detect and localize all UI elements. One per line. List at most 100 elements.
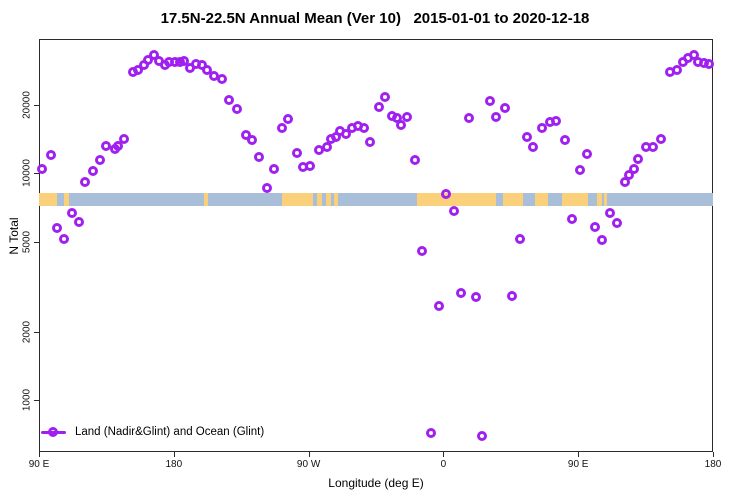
data-point <box>589 221 600 232</box>
data-point <box>132 64 143 75</box>
y-axis-label: N Total <box>7 217 21 255</box>
data-point <box>373 101 384 112</box>
data-point <box>119 133 130 144</box>
data-point <box>471 291 482 302</box>
data-point <box>507 290 518 301</box>
data-point <box>359 123 370 134</box>
data-point <box>672 64 683 75</box>
data-point <box>231 104 242 115</box>
y-tick-mark <box>34 331 39 333</box>
y-tick-label: 2000 <box>21 320 33 343</box>
band-land-segment <box>596 193 603 206</box>
data-point <box>179 55 190 66</box>
chart-title: 17.5N-22.5N Annual Mean (Ver 10) 2015-01… <box>160 10 590 27</box>
data-point <box>379 91 390 102</box>
band-land-segment <box>39 193 57 206</box>
data-point <box>269 163 280 174</box>
data-point <box>648 142 659 153</box>
data-point <box>254 152 265 163</box>
y-tick-mark <box>34 400 39 402</box>
data-point <box>87 166 98 177</box>
data-point <box>305 160 316 171</box>
legend-circle-icon <box>48 427 58 437</box>
data-point <box>633 153 644 164</box>
y-tick-label: 20000 <box>21 91 33 119</box>
data-point <box>80 177 91 188</box>
data-point <box>201 64 212 75</box>
data-point <box>113 140 124 151</box>
data-point <box>51 223 62 234</box>
data-point <box>216 73 227 84</box>
x-tick-label: 90 E <box>28 459 50 470</box>
data-point <box>574 165 585 176</box>
band-land-segment <box>534 193 549 206</box>
data-point <box>448 206 459 217</box>
x-tick-mark <box>173 452 175 457</box>
data-point <box>463 112 474 123</box>
data-point <box>550 116 561 127</box>
data-point <box>101 140 112 151</box>
x-tick-label: 180 <box>165 459 183 470</box>
data-point <box>537 122 548 133</box>
data-point <box>528 141 539 152</box>
band-land-segment <box>503 193 523 206</box>
data-point <box>456 287 467 298</box>
data-point <box>417 245 428 256</box>
y-tick-mark <box>34 241 39 243</box>
y-tick-mark <box>34 173 39 175</box>
data-point <box>246 134 257 145</box>
x-tick-mark <box>578 452 580 457</box>
plot-area <box>36 39 714 452</box>
data-point <box>426 427 437 438</box>
x-tick-mark <box>443 452 445 457</box>
band-land-segment <box>325 193 332 206</box>
y-tick-label: 10000 <box>21 159 33 188</box>
x-axis-label: Longitude (deg E) <box>328 476 424 490</box>
data-point <box>484 96 495 107</box>
x-tick-mark <box>713 452 714 457</box>
data-point <box>597 235 608 246</box>
data-point <box>276 123 287 134</box>
data-point <box>95 154 106 165</box>
data-point <box>261 183 272 194</box>
data-point <box>567 213 578 224</box>
data-point <box>655 133 666 144</box>
y-tick-label: 1000 <box>21 388 33 412</box>
x-tick-label: 180 <box>704 459 722 470</box>
data-point <box>282 113 293 124</box>
x-tick-mark <box>39 452 40 457</box>
x-tick-mark <box>308 452 310 457</box>
legend-marker-icon <box>41 427 66 437</box>
data-point <box>628 163 639 174</box>
data-point <box>402 111 413 122</box>
data-point <box>433 300 444 311</box>
data-point <box>499 103 510 114</box>
data-point <box>559 135 570 146</box>
data-point <box>66 208 77 219</box>
data-point <box>143 54 154 65</box>
data-point <box>396 119 407 130</box>
data-point <box>224 94 235 105</box>
band-land-segment <box>417 193 496 206</box>
data-point <box>522 131 533 142</box>
band-land-segment <box>63 193 69 206</box>
band-land-segment <box>334 193 338 206</box>
data-point <box>604 208 615 219</box>
data-point <box>409 154 420 165</box>
data-point <box>612 218 623 229</box>
data-point <box>514 234 525 245</box>
band-land-segment <box>203 193 209 206</box>
data-point <box>441 189 452 200</box>
data-point <box>45 149 56 160</box>
x-tick-label: 0 <box>440 459 447 470</box>
legend: Land (Nadir&Glint) and Ocean (Glint) <box>41 425 264 439</box>
data-point <box>477 431 488 441</box>
y-tick-label: 5000 <box>21 230 33 253</box>
band-land-segment <box>281 193 314 206</box>
data-point <box>365 137 375 148</box>
band-land-segment <box>316 193 323 206</box>
data-point <box>490 111 501 122</box>
data-point <box>74 217 85 228</box>
data-point <box>619 177 630 188</box>
data-point <box>341 129 352 140</box>
